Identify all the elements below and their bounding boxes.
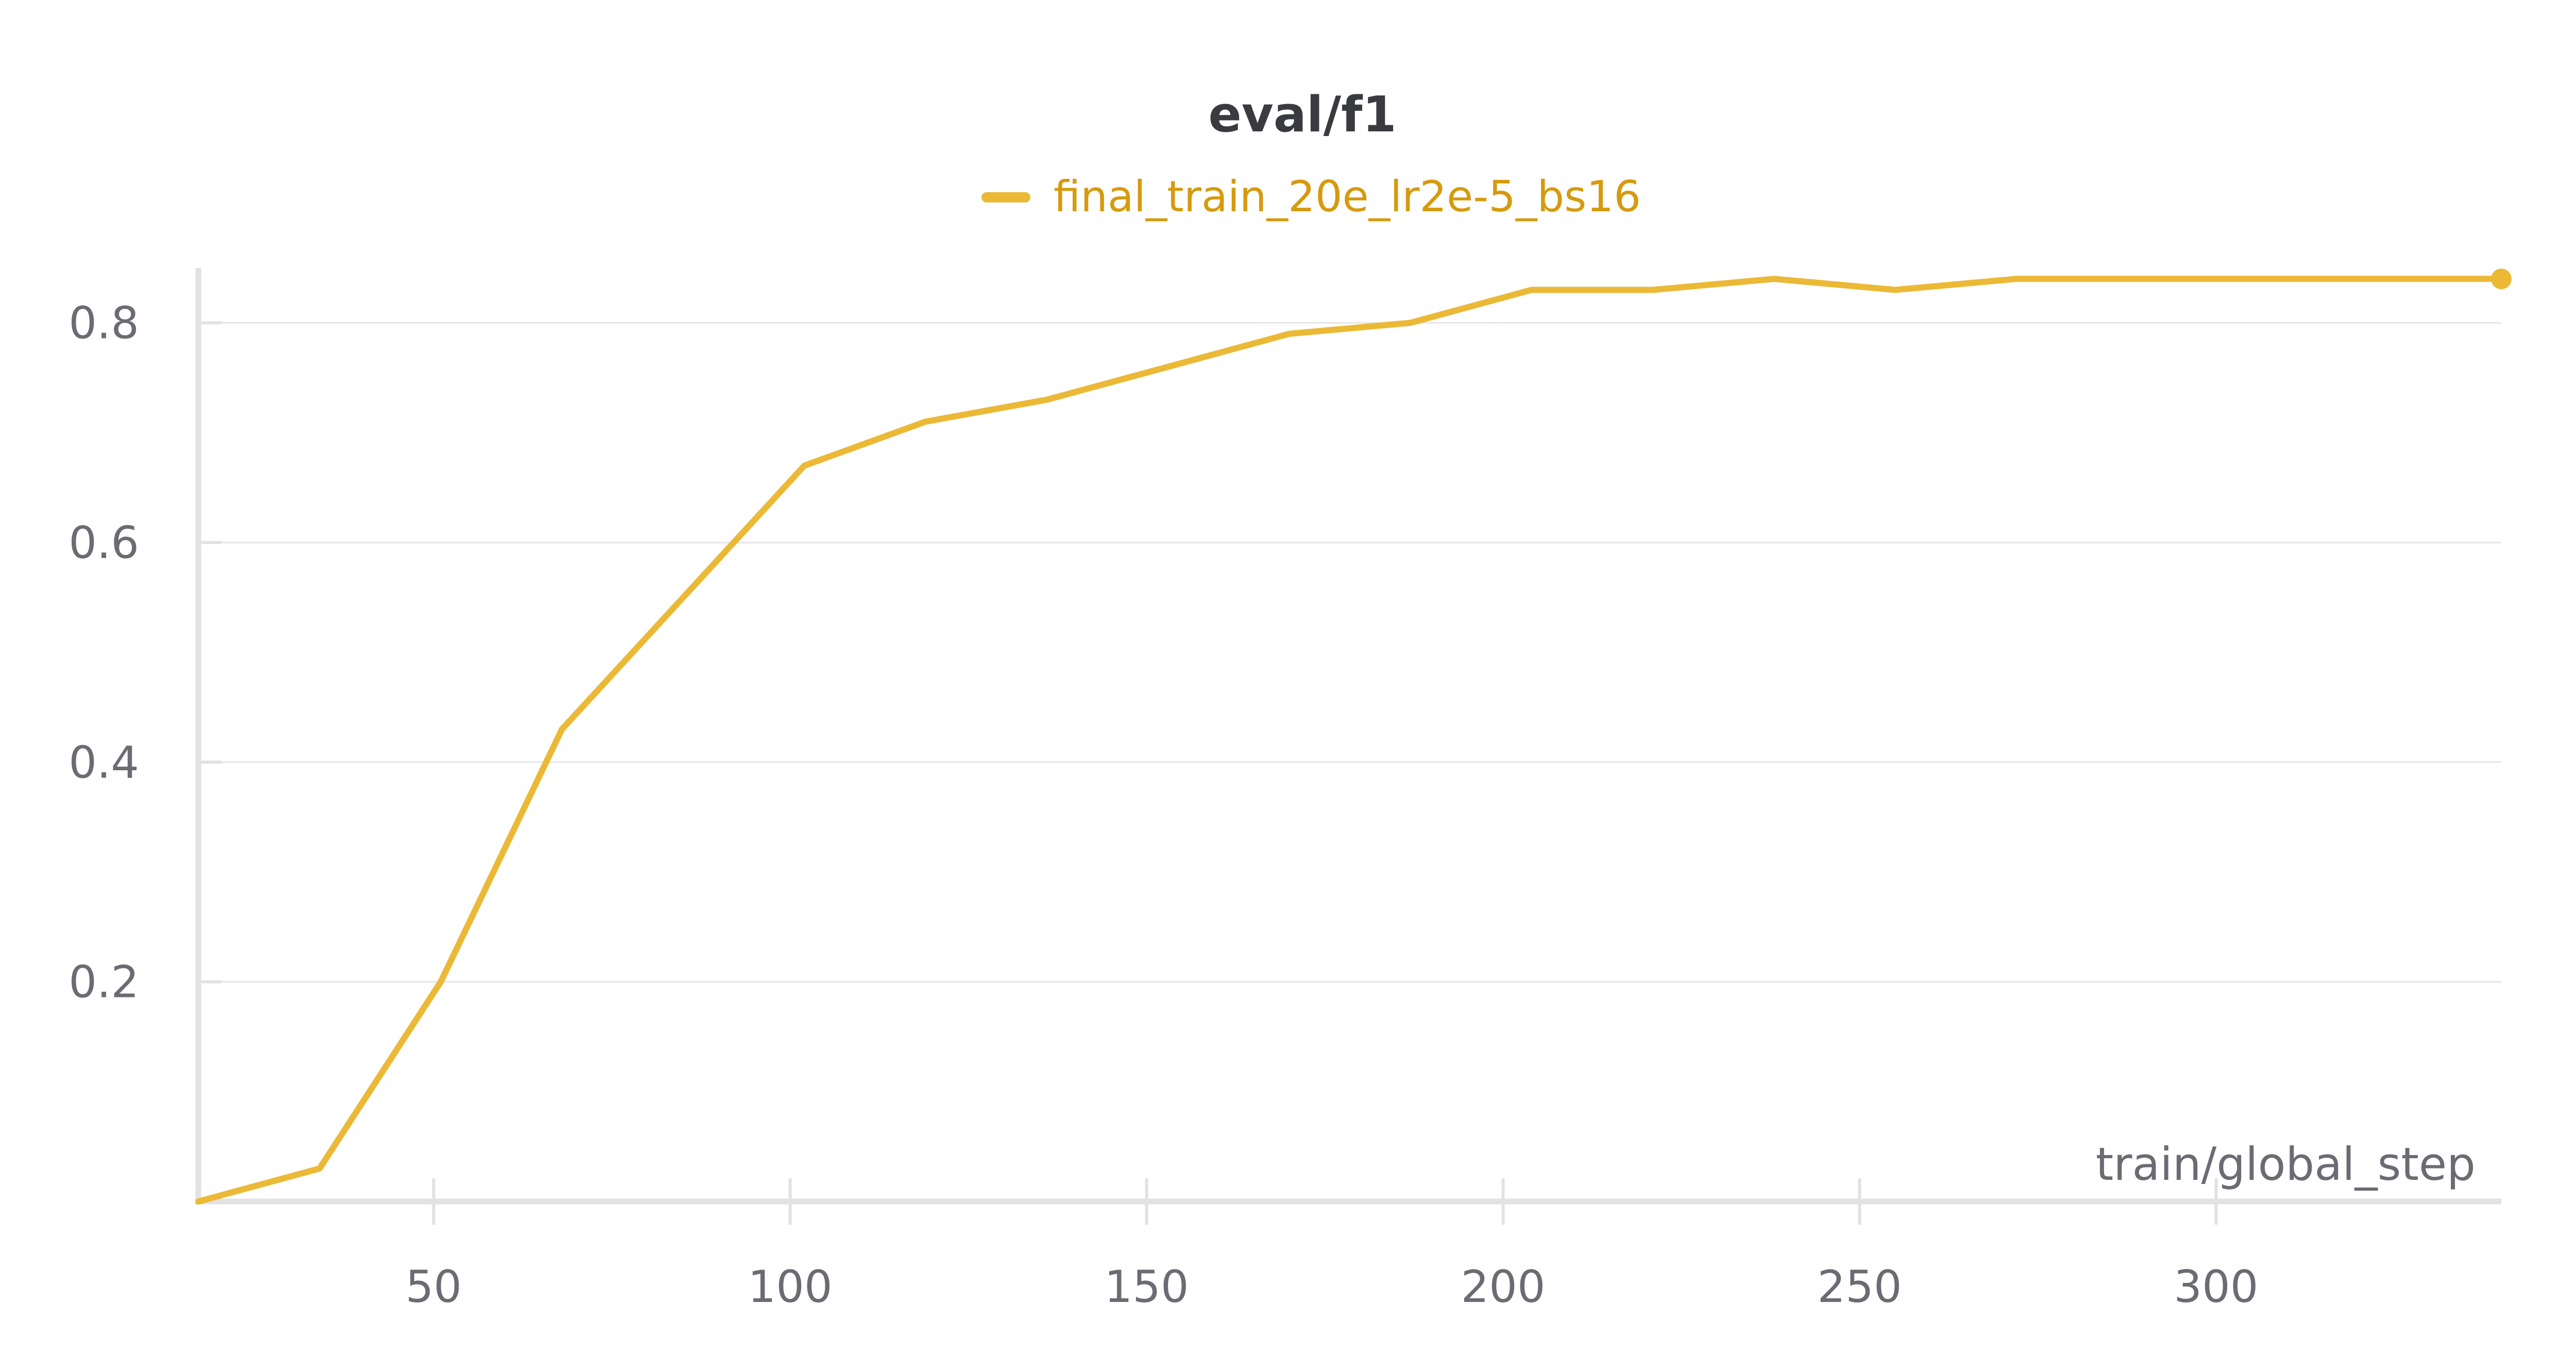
- legend-label-series-1: final_train_20e_lr2e-5_bs16: [1054, 172, 1641, 222]
- x-tick-label-4: 250: [1817, 1261, 1902, 1313]
- chart-title: eval/f1: [1208, 87, 1396, 143]
- y-tick-label-0: 0.2: [69, 957, 139, 1008]
- x-tick-label-2: 150: [1105, 1261, 1189, 1313]
- x-axis-label: train/global_step: [2096, 1138, 2476, 1191]
- series-end-point-1[interactable]: [2491, 268, 2512, 290]
- gridlines: [198, 322, 2501, 983]
- x-tick-label-5: 300: [2174, 1261, 2258, 1313]
- series-line-1[interactable]: [195, 276, 2504, 1205]
- x-tick-label-1: 100: [748, 1261, 833, 1313]
- tick-labels: 0.2 0.4 0.6 0.8 50 100 150 200 250 300: [69, 298, 2258, 1313]
- x-tick-label-3: 200: [1461, 1261, 1545, 1313]
- y-tick-label-3: 0.8: [69, 298, 139, 349]
- legend[interactable]: final_train_20e_lr2e-5_bs16: [981, 172, 1641, 222]
- y-tick-label-2: 0.6: [69, 517, 139, 569]
- x-tick-label-0: 50: [405, 1261, 462, 1313]
- axes: [195, 268, 2501, 1225]
- series-layer: [195, 268, 2512, 1205]
- y-tick-label-1: 0.4: [69, 737, 139, 788]
